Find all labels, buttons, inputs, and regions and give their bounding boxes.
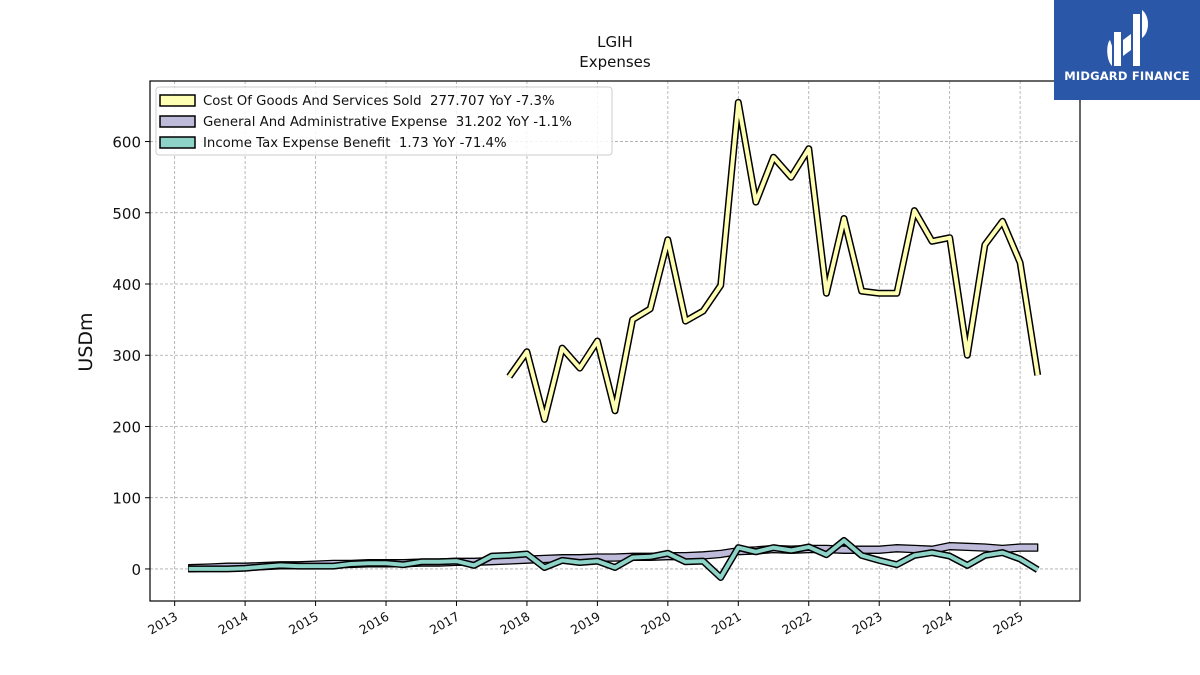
y-tick-label: 400: [112, 276, 141, 294]
series-0: [506, 98, 1042, 423]
legend-swatch: [159, 115, 196, 128]
x-tick-label: 2019: [568, 609, 603, 638]
y-axis-label: USDm: [75, 312, 97, 371]
x-tick-label: 2013: [145, 609, 180, 638]
y-tick-label: 200: [112, 418, 141, 436]
series-line: [507, 100, 1040, 422]
x-tick-label: 2020: [638, 609, 673, 638]
x-tick-label: 2018: [497, 609, 532, 638]
legend-label: General And Administrative Expense 31.20…: [203, 115, 572, 130]
series-2: [188, 537, 1040, 581]
legend-label: Cost Of Goods And Services Sold 277.707 …: [203, 94, 555, 109]
logo-mark-icon: [1107, 10, 1148, 66]
legend: Cost Of Goods And Services Sold 277.707 …: [155, 86, 613, 156]
midgard-finance-logo: MIDGARD FINANCE: [1054, 0, 1200, 100]
x-tick-label: 2021: [709, 609, 744, 638]
x-tick-label: 2023: [850, 609, 885, 638]
x-tick-label: 2022: [779, 609, 814, 638]
logo-text: MIDGARD FINANCE: [1064, 69, 1190, 83]
series-layer: [188, 98, 1042, 581]
legend-label: Income Tax Expense Benefit 1.73 YoY -71.…: [203, 136, 507, 151]
x-tick-label: 2014: [216, 609, 251, 638]
plot-frame: [149, 80, 1081, 602]
chart-subtitle: Expenses: [579, 53, 651, 71]
x-tick-label: 2025: [991, 609, 1026, 638]
x-tick-label: 2015: [286, 609, 321, 638]
chart-title: LGIH: [597, 33, 633, 51]
legend-swatch: [159, 94, 196, 107]
y-tick-label: 0: [131, 561, 141, 579]
series-line: [188, 538, 1039, 580]
y-tick-label: 100: [112, 490, 141, 508]
x-tick-label: 2017: [427, 609, 462, 638]
x-tick-label: 2024: [920, 609, 955, 638]
grid: [150, 81, 1080, 601]
y-tick-label: 500: [112, 205, 141, 223]
y-tick-label: 300: [112, 347, 141, 365]
y-tick-label: 600: [112, 134, 141, 152]
legend-box: [155, 86, 613, 156]
legend-swatch: [159, 136, 196, 149]
x-tick-label: 2016: [356, 609, 391, 638]
